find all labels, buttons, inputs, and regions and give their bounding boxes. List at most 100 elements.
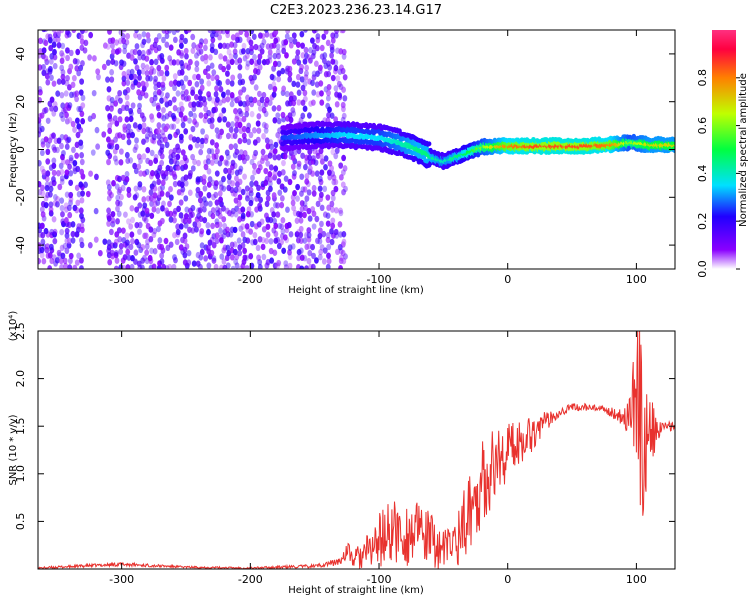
spectrogram-noise-cell xyxy=(341,188,346,196)
spectrogram-noise-cell xyxy=(237,194,243,201)
spectrogram-noise-cell xyxy=(64,227,70,235)
spectrogram-noise-cell xyxy=(199,242,205,249)
spectrogram-noise-cell xyxy=(233,126,239,134)
spectrogram-noise-cell xyxy=(125,248,131,256)
spectrogram-noise-cell xyxy=(292,38,298,45)
spectrogram-noise-cell xyxy=(234,32,240,39)
spectrogram-noise-cell xyxy=(307,165,313,172)
snr-x-tick-label: 100 xyxy=(626,573,647,586)
spectrogram-noise-cell xyxy=(280,169,286,176)
spectrogram-noise-cell xyxy=(151,133,157,141)
spectrogram-noise-cell xyxy=(273,30,279,36)
spectrogram-noise-cell xyxy=(110,37,116,44)
spectrogram-noise-cell xyxy=(335,75,341,82)
spectrogram-noise-cell xyxy=(168,185,173,193)
spectrogram-noise-cell xyxy=(79,222,85,230)
spectrogram-noise-cell xyxy=(318,191,324,199)
spectrogram-noise-cell xyxy=(141,122,147,129)
spectrogram-noise-cell xyxy=(156,32,162,40)
spectrogram-noise-cell xyxy=(178,101,184,108)
spectrogram-noise-cell xyxy=(117,107,123,115)
spectrogram-noise-cell xyxy=(117,175,122,183)
spectrogram-noise-cell xyxy=(179,79,185,86)
spectrogram-noise-cell xyxy=(71,30,77,34)
spectrogram-noise-cell xyxy=(59,244,65,252)
spectrogram-noise-cell xyxy=(319,220,324,228)
spectrogram-noise-cell xyxy=(298,237,304,244)
spectrogram-noise-cell xyxy=(83,181,88,188)
spectrogram-noise-cell xyxy=(125,128,131,136)
spectrogram-noise-cell xyxy=(163,237,169,245)
spectrogram-noise-cell xyxy=(67,211,73,219)
spectrogram-noise-cell xyxy=(182,259,188,266)
spectrogram-noise-cell xyxy=(335,248,340,256)
spectrogram-noise-cell xyxy=(40,190,46,197)
spectrogram-noise-cell xyxy=(230,121,235,128)
spectrogram-noise-cell xyxy=(302,255,308,262)
spectrogram-noise-cell xyxy=(137,228,142,235)
spectrogram-noise-cell xyxy=(105,76,110,83)
spectrogram-noise-cell xyxy=(326,243,332,251)
spectrogram-noise-cell xyxy=(210,74,216,82)
spectrogram-noise-cell xyxy=(179,33,185,41)
spectrogram-noise-cell xyxy=(152,185,158,192)
spectrogram-noise-cell xyxy=(225,78,231,86)
spectrogram-noise-cell xyxy=(114,183,120,190)
spectrogram-noise-cell xyxy=(51,41,57,48)
spectrogram-noise-cell xyxy=(133,32,138,39)
spectrogram-noise-cell xyxy=(52,146,58,153)
spectrogram-noise-cell xyxy=(322,52,328,59)
spectrogram-noise-cell xyxy=(221,91,226,98)
spectrogram-x-ticks: -300 -200 -100 0 100 xyxy=(109,30,647,286)
spectrogram-noise-cell xyxy=(179,52,185,59)
spectrogram-x-tick-label: 100 xyxy=(626,273,647,286)
spectrogram-noise-cell xyxy=(171,112,176,120)
spectrogram-noise-cell xyxy=(210,222,215,230)
spectrogram-noise-cell xyxy=(152,90,158,98)
spectrogram-noise-cell xyxy=(175,143,180,150)
spectrogram-noise-cell xyxy=(233,186,239,194)
spectrogram-noise-cell xyxy=(78,207,84,214)
spectrogram-noise-cell xyxy=(325,102,331,110)
spectrogram-noise-cell xyxy=(338,265,343,269)
spectrogram-noise-cell xyxy=(64,169,70,176)
spectrogram-noise-cell xyxy=(124,39,130,46)
spectrogram-noise-cell xyxy=(312,147,318,155)
spectrogram-noise-cell xyxy=(256,113,262,120)
spectrogram-noise-cell xyxy=(209,159,215,166)
spectrogram-noise-cell xyxy=(340,249,346,257)
spectrogram-noise-cell xyxy=(279,195,285,202)
spectrogram-noise-cell xyxy=(168,194,174,201)
spectrogram-noise-cell xyxy=(48,58,54,65)
spectrogram-noise-cell xyxy=(200,128,206,135)
spectrogram-noise-cell xyxy=(268,247,274,255)
spectrogram-noise-cell xyxy=(257,53,263,60)
spectrogram-noise-cell xyxy=(290,243,296,250)
spectrogram-noise-cell xyxy=(48,201,54,208)
spectrogram-noise-cell xyxy=(232,48,238,55)
spectrogram-noise-cell xyxy=(336,80,342,88)
spectrogram-noise-cell xyxy=(294,54,300,61)
spectrogram-noise-cell xyxy=(343,185,348,193)
spectrogram-noise-cell xyxy=(148,236,154,243)
snr-y-tick-label: 2.5 xyxy=(14,322,27,340)
spectrogram-noise-cell xyxy=(78,139,84,146)
spectrogram-noise-cell xyxy=(110,42,115,49)
spectrogram-noise-cell xyxy=(56,170,61,177)
spectrogram-noise-cell xyxy=(199,84,205,92)
spectrogram-noise-cell xyxy=(134,43,140,50)
spectrogram-noise-cell xyxy=(74,259,80,266)
spectrogram-noise-cell xyxy=(218,233,224,241)
spectrogram-noise-cell xyxy=(265,231,271,238)
spectrogram-noise-cell xyxy=(225,244,231,252)
spectrogram-noise-cell xyxy=(240,212,246,220)
spectrogram-noise-cell xyxy=(299,31,305,38)
spectrogram-noise-cell xyxy=(237,57,243,64)
spectrogram-noise-cell xyxy=(217,212,223,220)
spectrogram-noise-cell xyxy=(126,186,132,194)
spectrogram-noise-cell xyxy=(168,165,174,173)
spectrogram-noise-cell xyxy=(80,30,85,35)
spectrogram-noise-cell xyxy=(39,125,45,133)
spectrogram-noise-cell xyxy=(171,170,177,178)
snr-frame xyxy=(37,330,676,570)
